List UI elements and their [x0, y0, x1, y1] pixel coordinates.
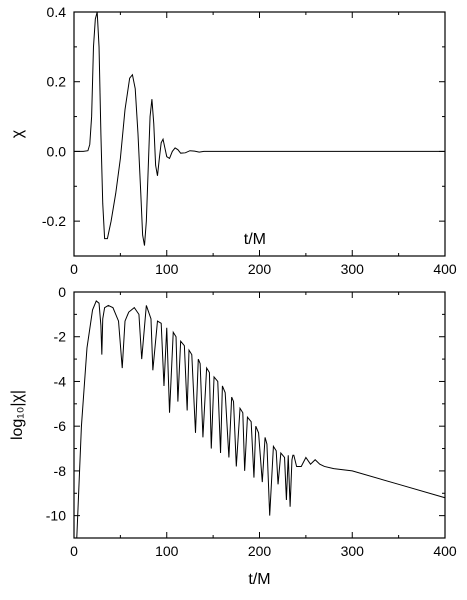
x-tick-label: 400 — [433, 543, 457, 559]
x-tick-label: 100 — [155, 543, 179, 559]
y-tick-label: -0.2 — [42, 213, 66, 229]
x-tick-label: 200 — [248, 261, 272, 277]
y-tick-label: -2 — [54, 329, 67, 345]
x-tick-label: 300 — [341, 543, 365, 559]
x-axis-label: t/M — [244, 231, 266, 248]
x-tick-label: 300 — [341, 261, 365, 277]
series-line-0 — [74, 11, 445, 246]
x-tick-label: 200 — [248, 543, 272, 559]
chart-top-chi: 0 100 200 300 400 -0.2 0.0 0.2 0.4 t/M χ — [9, 4, 457, 277]
y-tick-label: -6 — [54, 418, 67, 434]
x-axis-label: t/M — [248, 571, 270, 588]
plot-frame — [73, 291, 446, 539]
y-tick-label: -4 — [54, 373, 67, 389]
y-tick-label: 0.2 — [47, 74, 67, 90]
x-tick-label: 0 — [70, 261, 78, 277]
plot-frame — [73, 11, 446, 257]
y-tick-label: 0.4 — [47, 4, 67, 20]
chart-bottom-log-chi: 0 100 200 300 400 -10 -8 -6 -4 -2 0 t/M log₁₀|χ| — [9, 284, 457, 588]
y-tick-label: 0 — [58, 284, 66, 300]
series-line-0 — [76, 300, 446, 539]
y-axis-label: log₁₀|χ| — [9, 390, 26, 440]
y-tick-label: -8 — [54, 463, 67, 479]
x-tick-label: 100 — [155, 261, 179, 277]
x-tick-label: 400 — [433, 261, 457, 277]
y-tick-label: 0.0 — [47, 143, 67, 159]
x-tick-label: 0 — [70, 543, 78, 559]
y-tick-label: -10 — [46, 508, 66, 524]
y-axis-label: χ — [9, 129, 26, 138]
